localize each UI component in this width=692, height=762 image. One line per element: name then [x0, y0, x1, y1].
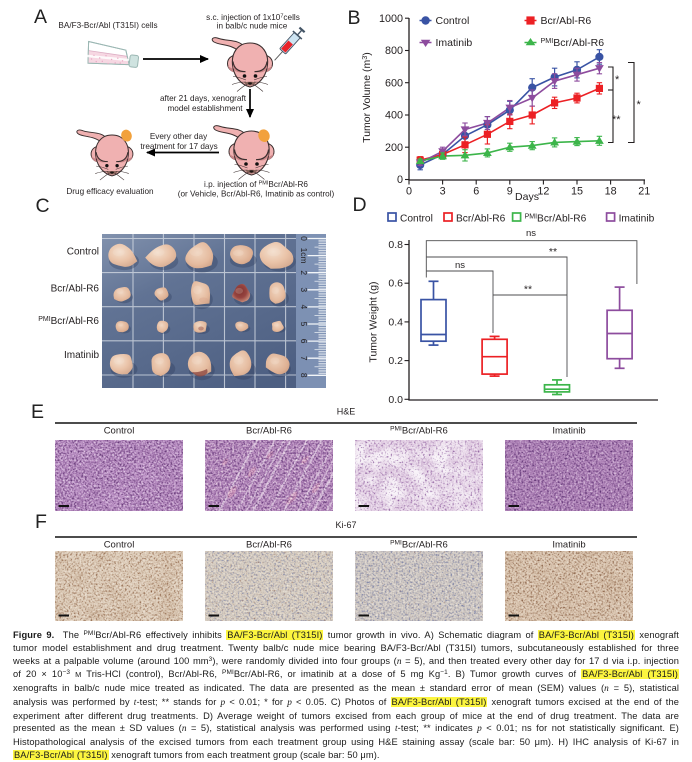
- svg-text:Imatinib: Imatinib: [552, 540, 585, 551]
- svg-text:1000: 1000: [379, 13, 403, 25]
- svg-text:800: 800: [385, 45, 403, 57]
- svg-text:**: **: [524, 284, 532, 296]
- svg-text:Control: Control: [400, 214, 433, 225]
- svg-text:0.4: 0.4: [388, 316, 403, 328]
- svg-text:5: 5: [299, 322, 309, 327]
- svg-text:*: *: [637, 99, 642, 111]
- svg-text:15: 15: [571, 186, 583, 198]
- svg-text:Bcr/Abl-R6: Bcr/Abl-R6: [246, 540, 292, 551]
- svg-text:1cm: 1cm: [299, 248, 309, 264]
- svg-text:4: 4: [299, 305, 309, 310]
- svg-text:400: 400: [385, 110, 403, 122]
- svg-text:Imatinib: Imatinib: [619, 214, 655, 225]
- svg-text:Bcr/Abl-R6: Bcr/Abl-R6: [456, 214, 506, 225]
- svg-text:7: 7: [299, 356, 309, 361]
- svg-text:i.p. injection of PMIBcr/Abl-R: i.p. injection of PMIBcr/Abl-R6: [204, 180, 308, 189]
- svg-text:model establishment: model establishment: [167, 104, 243, 113]
- svg-text:0: 0: [397, 174, 403, 186]
- svg-text:Imatinib: Imatinib: [552, 426, 585, 437]
- svg-text:Every other day: Every other day: [150, 132, 208, 141]
- svg-text:PMIBcr/Abl-R6: PMIBcr/Abl-R6: [38, 316, 99, 327]
- svg-text:Tumor Weight (g): Tumor Weight (g): [368, 281, 380, 362]
- svg-text:BA/F3-Bcr/Abl (T315I) cells: BA/F3-Bcr/Abl (T315I) cells: [58, 21, 157, 30]
- svg-text:0.0: 0.0: [388, 394, 403, 406]
- svg-text:0.6: 0.6: [388, 278, 403, 290]
- svg-text:ns: ns: [455, 260, 465, 271]
- svg-text:Imatinib: Imatinib: [64, 350, 99, 361]
- svg-text:0.2: 0.2: [388, 355, 403, 367]
- svg-text:PMIBcr/Abl-R6: PMIBcr/Abl-R6: [525, 213, 587, 224]
- svg-text:0: 0: [299, 236, 309, 241]
- svg-text:Days: Days: [515, 191, 539, 202]
- svg-text:treatment for 17 days: treatment for 17 days: [140, 142, 217, 151]
- svg-text:**: **: [612, 114, 621, 126]
- svg-text:Ki-67: Ki-67: [335, 520, 356, 530]
- svg-text:Bcr/Abl-R6: Bcr/Abl-R6: [541, 15, 592, 27]
- svg-text:s.c. injection of 1x107cells: s.c. injection of 1x107cells: [206, 13, 300, 22]
- svg-text:200: 200: [385, 142, 403, 154]
- svg-text:H&E: H&E: [337, 407, 356, 417]
- svg-text:in balb/c nude mice: in balb/c nude mice: [217, 22, 288, 31]
- svg-text:**: **: [549, 246, 557, 258]
- svg-text:3: 3: [440, 186, 446, 198]
- svg-text:8: 8: [299, 373, 309, 378]
- svg-text:Tumor Volume (m3): Tumor Volume (m3): [360, 52, 373, 143]
- svg-text:Control: Control: [436, 15, 470, 27]
- svg-text:21: 21: [638, 186, 650, 198]
- svg-text:Control: Control: [104, 540, 135, 551]
- svg-text:Imatinib: Imatinib: [436, 37, 473, 49]
- svg-text:0: 0: [406, 186, 412, 198]
- svg-text:3: 3: [299, 287, 309, 292]
- svg-text:PMIBcr/Abl-R6: PMIBcr/Abl-R6: [390, 540, 448, 551]
- svg-text:18: 18: [605, 186, 617, 198]
- svg-text:ns: ns: [526, 228, 536, 239]
- svg-text:9: 9: [507, 186, 513, 198]
- svg-text:Drug efficacy evaluation: Drug efficacy evaluation: [66, 187, 154, 196]
- svg-text:Control: Control: [67, 247, 99, 258]
- svg-text:Bcr/Abl-R6: Bcr/Abl-R6: [246, 426, 292, 437]
- svg-text:PMIBcr/Abl-R6: PMIBcr/Abl-R6: [390, 426, 448, 437]
- svg-text:(or Vehicle, Bcr/Abl-R6, Imati: (or Vehicle, Bcr/Abl-R6, Imatinib as con…: [178, 190, 335, 199]
- svg-text:12: 12: [537, 186, 549, 198]
- svg-text:PMIBcr/Abl-R6: PMIBcr/Abl-R6: [541, 36, 605, 49]
- svg-text:600: 600: [385, 77, 403, 89]
- svg-text:6: 6: [473, 186, 479, 198]
- svg-text:2: 2: [299, 270, 309, 275]
- svg-text:Bcr/Abl-R6: Bcr/Abl-R6: [51, 284, 100, 295]
- svg-text:after 21 days, xenograft: after 21 days, xenograft: [160, 94, 247, 103]
- svg-text:6: 6: [299, 339, 309, 344]
- svg-text:*: *: [615, 74, 620, 86]
- svg-text:Control: Control: [104, 426, 135, 437]
- svg-text:0.8: 0.8: [388, 239, 403, 251]
